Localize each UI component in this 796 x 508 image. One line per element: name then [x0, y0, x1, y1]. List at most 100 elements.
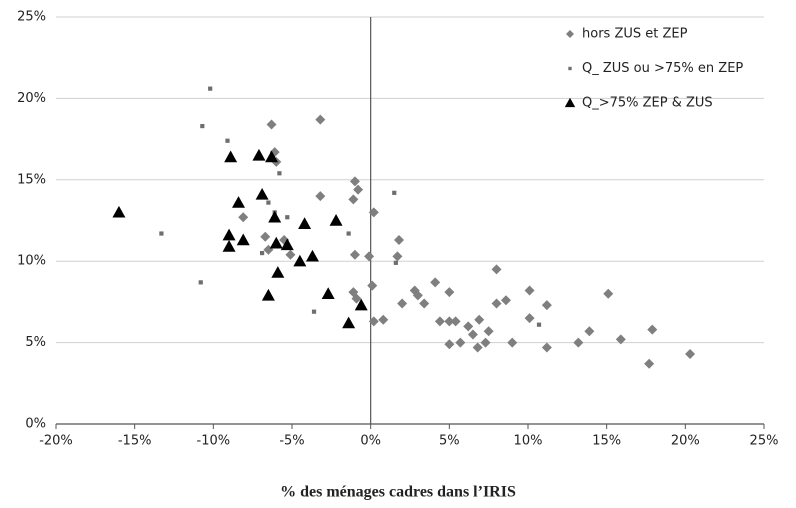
diamond-marker — [541, 342, 552, 353]
diamond-marker — [491, 264, 502, 275]
triangle-marker — [321, 287, 335, 299]
triangle-marker — [342, 316, 356, 329]
y-tick-label: 0% — [25, 417, 46, 432]
diamond-marker — [472, 342, 483, 353]
diamond-marker — [315, 191, 326, 202]
x-tick-label: -10% — [197, 434, 231, 449]
x-tick-label: 5% — [439, 434, 460, 449]
triangle-marker — [293, 254, 307, 267]
diamond-marker — [483, 326, 494, 337]
y-tick-label: 25% — [17, 10, 46, 25]
diamond-marker — [364, 251, 375, 262]
square-marker — [393, 260, 398, 265]
diamond-marker — [349, 176, 360, 187]
diamond-marker — [507, 337, 518, 348]
x-tick-label: 10% — [514, 434, 543, 449]
square-marker — [225, 138, 230, 143]
triangle-marker — [354, 298, 368, 311]
triangle-marker — [271, 266, 285, 278]
diamond-marker — [285, 249, 296, 260]
diamond-marker — [393, 235, 404, 246]
square-marker — [346, 231, 351, 236]
diamond-marker — [444, 339, 455, 350]
square-marker — [277, 171, 282, 176]
square-marker — [392, 190, 397, 195]
diamond-marker — [444, 316, 455, 327]
triangle-marker — [236, 233, 250, 246]
triangle-marker — [112, 205, 126, 218]
diamond-marker — [353, 184, 364, 195]
diamond-marker — [584, 326, 595, 337]
diamond-marker — [348, 194, 359, 205]
diamond-marker — [444, 287, 455, 298]
diamond-marker — [266, 119, 277, 130]
diamond-marker — [412, 290, 423, 301]
diamond-marker — [450, 316, 461, 327]
diamond-marker — [455, 337, 466, 348]
x-tick-label: 15% — [592, 434, 621, 449]
diamond-marker — [491, 298, 502, 309]
diamond-marker — [397, 298, 408, 309]
diamond-marker — [615, 334, 626, 345]
diamond-marker — [524, 313, 535, 324]
diamond-marker — [474, 314, 485, 325]
triangle-marker — [252, 148, 266, 161]
y-tick-label: 20% — [17, 91, 46, 106]
triangle-marker — [280, 238, 294, 251]
square-marker — [200, 123, 205, 129]
triangle-marker — [261, 288, 275, 301]
y-tick-label: 5% — [25, 335, 46, 350]
x-tick-label: -15% — [118, 434, 152, 449]
legend-marker — [566, 30, 574, 38]
square-marker — [260, 250, 265, 256]
diamond-marker — [378, 314, 389, 325]
legend-label: Q_ ZUS ou >75% en ZEP — [582, 61, 743, 76]
diamond-marker — [430, 277, 441, 288]
diamond-marker — [573, 337, 584, 348]
diamond-marker — [463, 321, 474, 332]
square-marker — [311, 309, 317, 314]
x-axis-label: % des ménages cadres dans l’IRIS — [280, 484, 516, 501]
diamond-marker — [367, 280, 378, 291]
diamond-marker — [541, 300, 552, 311]
legend-label: hors ZUS et ZEP — [582, 27, 688, 42]
triangle-marker — [222, 228, 236, 241]
triangle-marker — [255, 187, 269, 200]
square-marker — [536, 322, 542, 327]
diamond-marker — [260, 231, 271, 242]
square-marker — [198, 280, 203, 285]
diamond-marker — [368, 207, 379, 218]
y-tick-label: 10% — [17, 254, 46, 269]
diamond-marker — [524, 285, 535, 296]
legend-label: Q_>75% ZEP & ZUS — [582, 96, 713, 111]
diamond-marker — [685, 348, 696, 359]
x-tick-label: -5% — [279, 434, 304, 449]
diamond-marker — [500, 295, 511, 306]
diamond-marker — [434, 316, 445, 327]
diamond-marker — [647, 324, 658, 335]
triangle-marker — [222, 240, 236, 252]
diamond-marker — [419, 298, 430, 309]
diamond-marker — [238, 212, 249, 223]
square-marker — [159, 231, 164, 236]
diamond-marker — [603, 288, 614, 299]
triangle-marker — [329, 214, 343, 226]
triangle-marker — [265, 150, 279, 163]
diamond-marker — [644, 358, 655, 369]
diamond-marker — [467, 329, 478, 340]
diamond-marker — [480, 337, 491, 348]
x-tick-label: -20% — [39, 434, 73, 449]
legend-marker — [568, 66, 572, 71]
square-marker — [266, 200, 271, 205]
x-tick-label: 20% — [671, 434, 700, 449]
x-tick-label: 0% — [360, 434, 381, 449]
legend-marker — [564, 97, 576, 108]
triangle-marker — [232, 196, 246, 208]
square-marker — [208, 86, 213, 91]
triangle-marker — [224, 150, 238, 163]
triangle-marker — [269, 236, 283, 249]
diamond-marker — [368, 316, 379, 327]
diamond-marker — [392, 251, 403, 262]
triangle-marker — [268, 210, 282, 223]
